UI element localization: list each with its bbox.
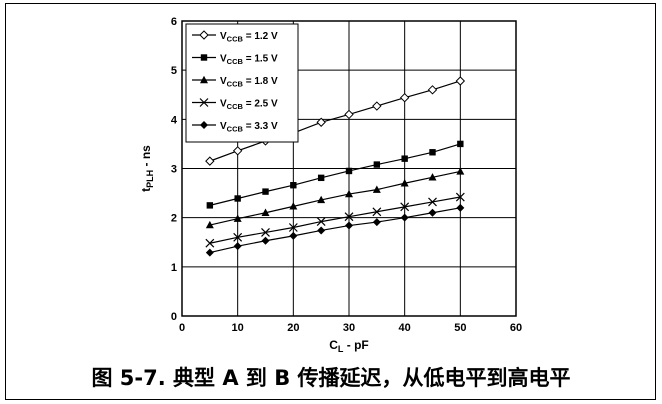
- y-tick-label: 4: [171, 114, 178, 126]
- data-point: [400, 213, 409, 222]
- figure-frame: [5, 3, 656, 400]
- x-tick-label: 30: [343, 322, 355, 334]
- data-point: [401, 155, 408, 162]
- data-point: [206, 202, 214, 209]
- series-line: [209, 207, 461, 254]
- data-point: [205, 248, 214, 257]
- series-line: [209, 143, 461, 206]
- data-point: [205, 156, 215, 166]
- data-point: [289, 231, 298, 240]
- data-point: [317, 174, 325, 182]
- data-point: [205, 238, 215, 248]
- y-axis-label: tPLH - ns: [139, 145, 155, 192]
- ticks: 0 10 20 30 40 50 60 0 1 2 3 4 5 6: [171, 16, 522, 334]
- legend-label: VCCB = 1.5 V: [220, 54, 278, 67]
- series-4: [205, 192, 465, 248]
- legend-item-3: VCCB = 1.8 V: [192, 75, 278, 89]
- data-point: [205, 220, 214, 229]
- data-point: [455, 192, 465, 202]
- grid: [182, 21, 516, 316]
- y-tick-label: 2: [171, 213, 177, 225]
- series-5: [205, 203, 465, 257]
- data-point: [316, 117, 326, 127]
- data-point: [262, 188, 269, 195]
- data-point: [399, 92, 410, 103]
- legend-label: VCCB = 3.3 V: [220, 121, 278, 134]
- x-axis-label: CL - pF: [329, 338, 369, 354]
- x-tick-label: 20: [287, 322, 299, 334]
- data-point: [372, 218, 381, 227]
- series-line: [209, 170, 461, 226]
- data-point: [372, 207, 382, 217]
- data-point: [316, 217, 326, 227]
- data-point: [429, 149, 436, 156]
- x-tick-label: 10: [232, 322, 244, 334]
- data-point: [317, 195, 326, 204]
- data-point: [199, 30, 209, 40]
- data-point: [261, 236, 270, 245]
- data-point: [289, 202, 298, 210]
- data-point: [345, 221, 353, 230]
- data-point: [455, 76, 466, 86]
- data-point: [233, 214, 242, 222]
- series-line: [209, 196, 461, 244]
- data-point: [200, 54, 208, 61]
- y-tick-label: 1: [171, 262, 177, 274]
- legend-label: VCCB = 2.5 V: [220, 99, 278, 112]
- data-point: [288, 223, 298, 232]
- legend-label: VCCB = 1.8 V: [220, 76, 278, 89]
- data-point: [234, 195, 241, 202]
- data-point: [261, 227, 270, 237]
- series-line: [209, 80, 461, 162]
- data-point: [373, 161, 381, 168]
- data-point: [428, 197, 437, 207]
- data-point: [317, 226, 326, 235]
- data-point: [428, 208, 437, 217]
- data-point: [233, 242, 242, 251]
- figure-caption: 图 5-7. 典型 A 到 B 传播延迟，从低电平到高电平: [91, 366, 571, 390]
- legend-item-2: VCCB = 1.5 V: [192, 54, 278, 67]
- x-tick-label: 40: [399, 322, 411, 334]
- plot-area: [181, 20, 517, 317]
- data-point: [199, 98, 209, 107]
- y-tick-label: 6: [171, 16, 177, 28]
- data-point: [345, 189, 353, 198]
- legend-label: VCCB = 1.2 V: [220, 31, 278, 44]
- data-point: [372, 101, 382, 111]
- data-point: [456, 203, 465, 212]
- legend-item-1: VCCB = 1.2 V: [192, 30, 278, 44]
- data-point: [261, 208, 270, 216]
- data-point: [456, 167, 465, 175]
- legend: VCCB = 1.2 V VCCB = 1.5 V VCCB = 1.8 V VCCB…: [185, 23, 299, 143]
- data-point: [344, 109, 354, 120]
- data-point: [344, 212, 354, 222]
- legend-item-4: VCCB = 2.5 V: [192, 98, 278, 112]
- data-point: [427, 85, 438, 95]
- data-point: [372, 185, 381, 193]
- x-tick-label: 60: [510, 322, 522, 334]
- data-point: [428, 173, 437, 181]
- data-point: [290, 182, 297, 189]
- data-point: [457, 140, 464, 148]
- data-point: [200, 121, 208, 129]
- series-2: [206, 140, 464, 209]
- y-tick-label: 3: [171, 164, 177, 176]
- legend-item-5: VCCB = 3.3 V: [192, 121, 278, 134]
- x-tick-label: 0: [179, 322, 185, 334]
- data-point: [345, 167, 353, 175]
- x-tick-label: 50: [454, 322, 466, 334]
- y-tick-label: 0: [171, 311, 177, 323]
- data-point: [400, 202, 410, 212]
- data-point: [200, 75, 208, 84]
- y-tick-label: 5: [171, 65, 177, 77]
- data-point: [400, 179, 409, 187]
- data-point: [233, 232, 243, 242]
- data-point: [232, 146, 243, 156]
- series-3: [205, 167, 465, 229]
